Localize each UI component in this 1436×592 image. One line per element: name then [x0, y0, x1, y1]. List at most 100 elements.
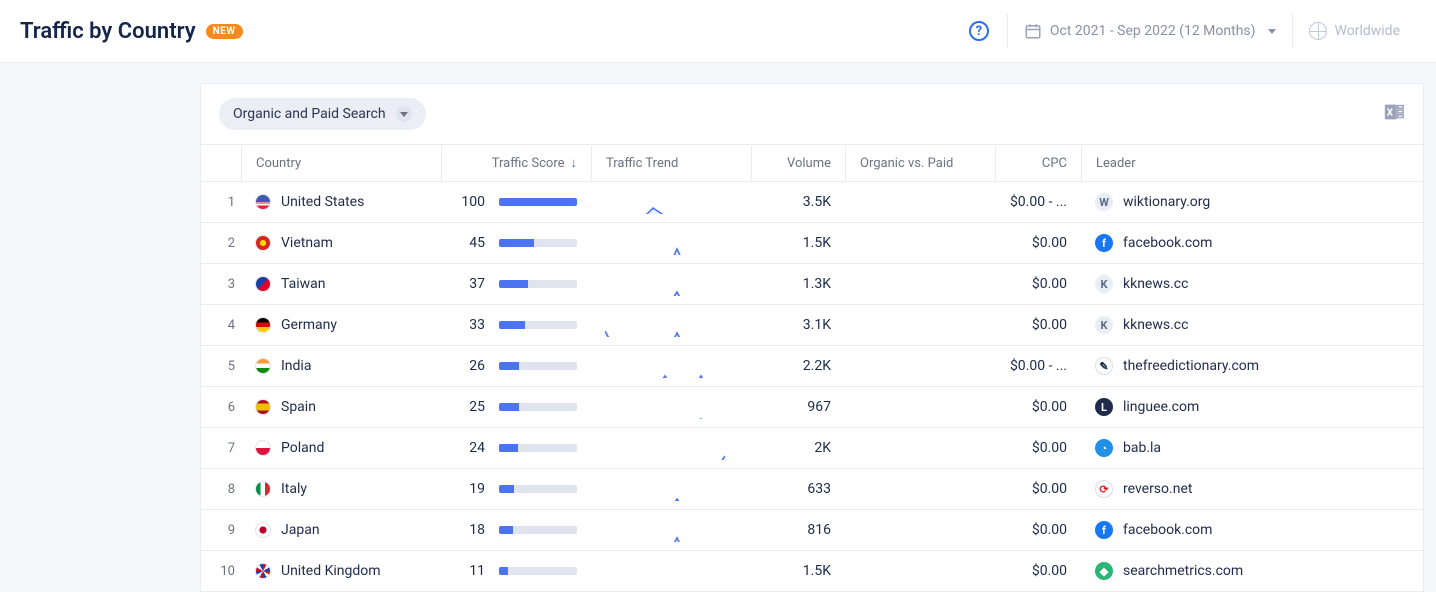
leader-link[interactable]: linguee.com	[1123, 399, 1199, 415]
country-cell[interactable]: Japan	[241, 514, 441, 546]
country-name[interactable]: United Kingdom	[281, 563, 381, 579]
col-volume[interactable]: Volume	[751, 146, 845, 181]
volume-cell: 1.3K	[751, 268, 845, 300]
country-table: Country Traffic Score ↓ Traffic Trend Vo…	[201, 144, 1423, 592]
country-name[interactable]: Taiwan	[281, 276, 325, 292]
score-value: 18	[455, 522, 485, 538]
col-country[interactable]: Country	[241, 146, 441, 181]
leader-cell[interactable]: K kknews.cc	[1081, 308, 1423, 342]
leader-cell[interactable]: K kknews.cc	[1081, 267, 1423, 301]
country-cell[interactable]: United Kingdom	[241, 555, 441, 587]
country-cell[interactable]: India	[241, 350, 441, 382]
leader-link[interactable]: facebook.com	[1123, 522, 1212, 538]
leader-link[interactable]: facebook.com	[1123, 235, 1212, 251]
calendar-icon	[1024, 22, 1042, 40]
leader-link[interactable]: reverso.net	[1123, 481, 1192, 497]
score-cell: 33	[441, 309, 591, 341]
col-rank	[201, 153, 241, 173]
volume-cell: 2K	[751, 432, 845, 464]
country-cell[interactable]: Poland	[241, 432, 441, 464]
leader-cell[interactable]: ✎ thefreedictionary.com	[1081, 349, 1423, 383]
score-cell: 11	[441, 555, 591, 587]
row-index: 9	[201, 515, 241, 546]
leader-cell[interactable]: ◔ bab.la	[1081, 431, 1423, 465]
leader-link[interactable]: kknews.cc	[1123, 317, 1188, 333]
ovp-cell	[845, 563, 995, 579]
export-excel-button[interactable]	[1383, 101, 1405, 127]
leader-link[interactable]: kknews.cc	[1123, 276, 1188, 292]
row-index: 6	[201, 392, 241, 423]
row-index: 7	[201, 433, 241, 464]
flag-icon	[255, 563, 271, 579]
new-badge: NEW	[206, 24, 243, 39]
col-trend[interactable]: Traffic Trend	[591, 146, 751, 181]
flag-icon	[255, 358, 271, 374]
filter-label: Organic and Paid Search	[233, 106, 386, 122]
leader-link[interactable]: thefreedictionary.com	[1123, 358, 1259, 374]
col-score[interactable]: Traffic Score ↓	[441, 145, 591, 181]
leader-link[interactable]: searchmetrics.com	[1123, 563, 1243, 579]
country-name[interactable]: Vietnam	[281, 235, 333, 251]
trend-cell	[591, 469, 751, 509]
volume-cell: 633	[751, 473, 845, 505]
country-name[interactable]: India	[281, 358, 311, 374]
leader-link[interactable]: wiktionary.org	[1123, 194, 1210, 210]
leader-cell[interactable]: ⟳ reverso.net	[1081, 472, 1423, 506]
score-value: 37	[455, 276, 485, 292]
leader-cell[interactable]: ◆ searchmetrics.com	[1081, 554, 1423, 588]
sparkline	[605, 313, 725, 337]
table-row: 10 United Kingdom 11 1.5K $0.00 ◆ search…	[201, 551, 1423, 592]
header-controls: ? Oct 2021 - Sep 2022 (12 Months) Worldw…	[969, 14, 1416, 48]
leader-cell[interactable]: f facebook.com	[1081, 226, 1423, 260]
country-name[interactable]: Italy	[281, 481, 307, 497]
country-name[interactable]: Spain	[281, 399, 316, 415]
col-ovp[interactable]: Organic vs. Paid	[845, 146, 995, 181]
score-bar	[499, 526, 577, 534]
ovp-cell	[845, 440, 995, 456]
table-row: 4 Germany 33 3.1K $0.00 K kknews.cc	[201, 305, 1423, 346]
country-cell[interactable]: Germany	[241, 309, 441, 341]
trend-cell	[591, 182, 751, 222]
leader-cell[interactable]: L linguee.com	[1081, 390, 1423, 424]
cpc-cell: $0.00 - ...	[995, 186, 1081, 218]
table-row: 5 India 26 2.2K $0.00 - ... ✎ thefreedic…	[201, 346, 1423, 387]
country-name[interactable]: Poland	[281, 440, 324, 456]
score-cell: 25	[441, 391, 591, 423]
flag-icon	[255, 276, 271, 292]
sparkline	[605, 477, 725, 501]
col-cpc[interactable]: CPC	[995, 146, 1081, 181]
leader-cell[interactable]: f facebook.com	[1081, 513, 1423, 547]
country-cell[interactable]: Italy	[241, 473, 441, 505]
sparkline	[605, 559, 725, 583]
score-value: 11	[455, 563, 485, 579]
score-bar	[499, 567, 577, 575]
score-value: 25	[455, 399, 485, 415]
filter-chip[interactable]: Organic and Paid Search	[219, 98, 426, 130]
sparkline	[605, 436, 725, 460]
table-row: 3 Taiwan 37 1.3K $0.00 K kknews.cc	[201, 264, 1423, 305]
row-index: 5	[201, 351, 241, 382]
country-cell[interactable]: Vietnam	[241, 227, 441, 259]
flag-icon	[255, 317, 271, 333]
score-cell: 45	[441, 227, 591, 259]
country-cell[interactable]: Taiwan	[241, 268, 441, 300]
country-name[interactable]: Japan	[281, 522, 320, 538]
sparkline	[605, 354, 725, 378]
col-leader[interactable]: Leader	[1081, 146, 1423, 181]
score-cell: 37	[441, 268, 591, 300]
country-cell[interactable]: United States	[241, 186, 441, 218]
country-name[interactable]: United States	[281, 194, 364, 210]
help-icon[interactable]: ?	[969, 21, 989, 41]
date-range-selector[interactable]: Oct 2021 - Sep 2022 (12 Months)	[1008, 14, 1292, 48]
country-name[interactable]: Germany	[281, 317, 337, 333]
leader-link[interactable]: bab.la	[1123, 440, 1161, 456]
scope-selector[interactable]: Worldwide	[1293, 14, 1416, 48]
row-index: 4	[201, 310, 241, 341]
cpc-cell: $0.00	[995, 514, 1081, 546]
sparkline	[605, 518, 725, 542]
score-bar	[499, 485, 577, 493]
leader-cell[interactable]: W wiktionary.org	[1081, 185, 1423, 219]
table-header: Country Traffic Score ↓ Traffic Trend Vo…	[201, 144, 1423, 182]
country-cell[interactable]: Spain	[241, 391, 441, 423]
ovp-cell	[845, 235, 995, 251]
